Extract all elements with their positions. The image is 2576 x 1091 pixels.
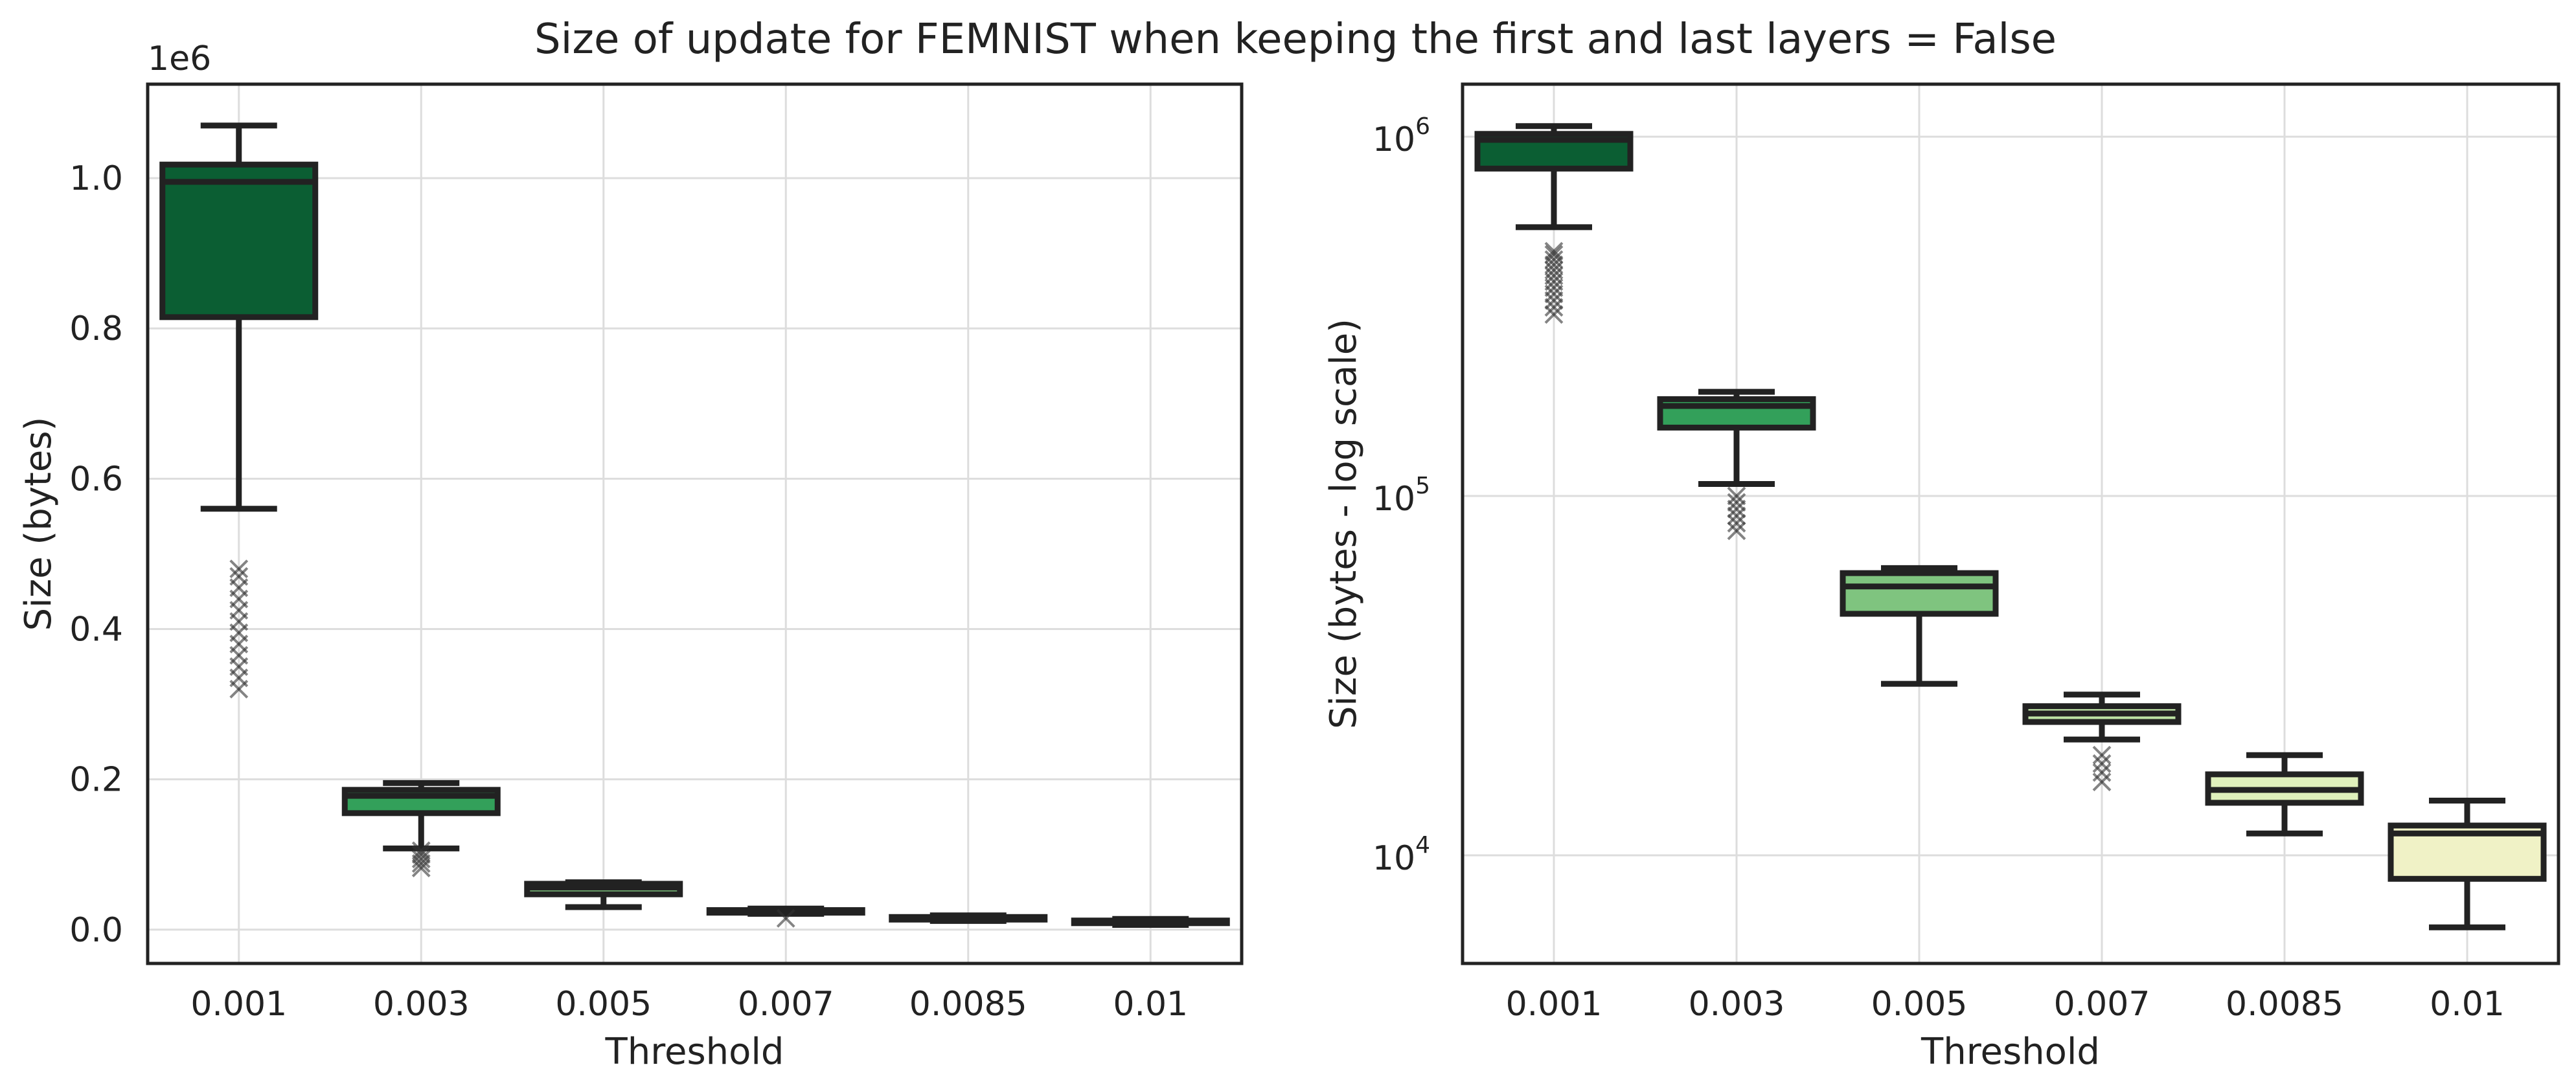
outlier-marker	[1544, 242, 1564, 261]
right-panel-log: 0.001 0.003 0.005 0.007 0.0085 0.01104105106T…	[1323, 82, 2560, 1073]
tick-base: 10	[1373, 839, 1415, 878]
outlier-stroke	[411, 849, 431, 869]
outlier-marker	[1727, 521, 1746, 541]
box-0.001	[159, 161, 319, 321]
outlier-stroke	[411, 859, 431, 878]
left-panel-linear: 0.001 0.003 0.005 0.007 0.0085 0.01 0.0 0.2 0.4 0…	[17, 39, 1244, 1073]
outlier-marker	[411, 849, 431, 869]
outlier-marker	[1727, 493, 1746, 512]
outlier-stroke	[1727, 506, 1746, 526]
outlier-stroke	[229, 567, 249, 586]
axis-offset-label: 1e6	[148, 39, 211, 78]
outlier-marker	[1727, 486, 1746, 506]
tick-exponent: 6	[1415, 113, 1430, 140]
outlier-marker	[776, 908, 795, 928]
outlier-marker	[1544, 250, 1564, 269]
y-tick-label: 106	[1373, 113, 1430, 159]
outlier-marker	[411, 845, 431, 864]
outlier-stroke	[411, 841, 431, 860]
outlier-stroke	[1544, 245, 1564, 264]
outlier-marker	[1544, 305, 1564, 324]
outlier-stroke	[1544, 250, 1564, 269]
box-0.005	[1840, 570, 1999, 617]
tick-exponent: 5	[1415, 473, 1430, 499]
outlier-marker	[411, 859, 431, 878]
x-tick-label: 0.001	[190, 985, 287, 1024]
y-tick-label: 0.8	[69, 309, 123, 348]
x-tick-label: 0.003	[373, 985, 470, 1024]
y-tick-label: 104	[1373, 832, 1430, 878]
outlier-stroke	[776, 908, 795, 928]
outlier-stroke	[229, 559, 249, 579]
outlier-marker	[2092, 754, 2112, 773]
tick-base: 10	[1373, 120, 1415, 159]
outlier-stroke	[1544, 242, 1564, 261]
y-tick-label: 105	[1373, 473, 1430, 519]
figure-title: Size of update for FEMNIST when keeping …	[534, 16, 2057, 63]
outlier-marker	[1727, 506, 1746, 526]
y-axis-label: Size (bytes - log scale)	[1323, 319, 1365, 729]
y-tick-label: 0.2	[69, 761, 123, 800]
outlier-stroke	[2092, 745, 2112, 765]
outlier-stroke	[1727, 486, 1746, 506]
y-axis-label: Size (bytes)	[17, 417, 60, 631]
outlier-stroke	[2092, 754, 2112, 773]
outlier-marker	[2092, 745, 2112, 765]
y-tick-label: 1.0	[69, 159, 123, 198]
outlier-marker	[229, 567, 249, 586]
outlier-marker	[1727, 513, 1746, 533]
x-tick-label: 0.007	[738, 985, 834, 1024]
x-tick-label: 0.0085	[909, 985, 1027, 1024]
tick-base: 10	[1373, 480, 1415, 519]
outlier-marker	[411, 841, 431, 860]
x-axis-label: Threshold	[605, 1031, 784, 1073]
x-axis-label: Threshold	[1921, 1031, 2100, 1073]
outlier-stroke	[1727, 493, 1746, 512]
outlier-stroke	[1727, 521, 1746, 541]
outlier-stroke	[1544, 298, 1564, 317]
y-tick-label: 0.6	[69, 460, 123, 499]
outlier-stroke	[411, 845, 431, 864]
outlier-stroke	[1727, 513, 1746, 533]
x-tick-label: 0.01	[1113, 985, 1188, 1024]
axes-frame	[146, 82, 1244, 965]
x-tick-label: 0.001	[1506, 985, 1602, 1024]
y-tick-label: 0.0	[69, 911, 123, 950]
x-tick-label: 0.003	[1689, 985, 1785, 1024]
x-tick-label: 0.01	[2430, 985, 2505, 1024]
axes-frame	[1461, 82, 2560, 965]
x-tick-label: 0.0085	[2226, 985, 2343, 1024]
outlier-marker	[229, 559, 249, 579]
outlier-stroke	[1544, 305, 1564, 324]
outlier-marker	[1544, 245, 1564, 264]
x-tick-label: 0.005	[1871, 985, 1968, 1024]
x-tick-label: 0.007	[2054, 985, 2150, 1024]
x-tick-label: 0.005	[555, 985, 652, 1024]
outlier-marker	[2092, 763, 2112, 782]
outlier-marker	[1544, 298, 1564, 317]
y-tick-label: 0.4	[69, 610, 123, 649]
outlier-stroke	[2092, 763, 2112, 782]
tick-exponent: 4	[1415, 832, 1430, 859]
